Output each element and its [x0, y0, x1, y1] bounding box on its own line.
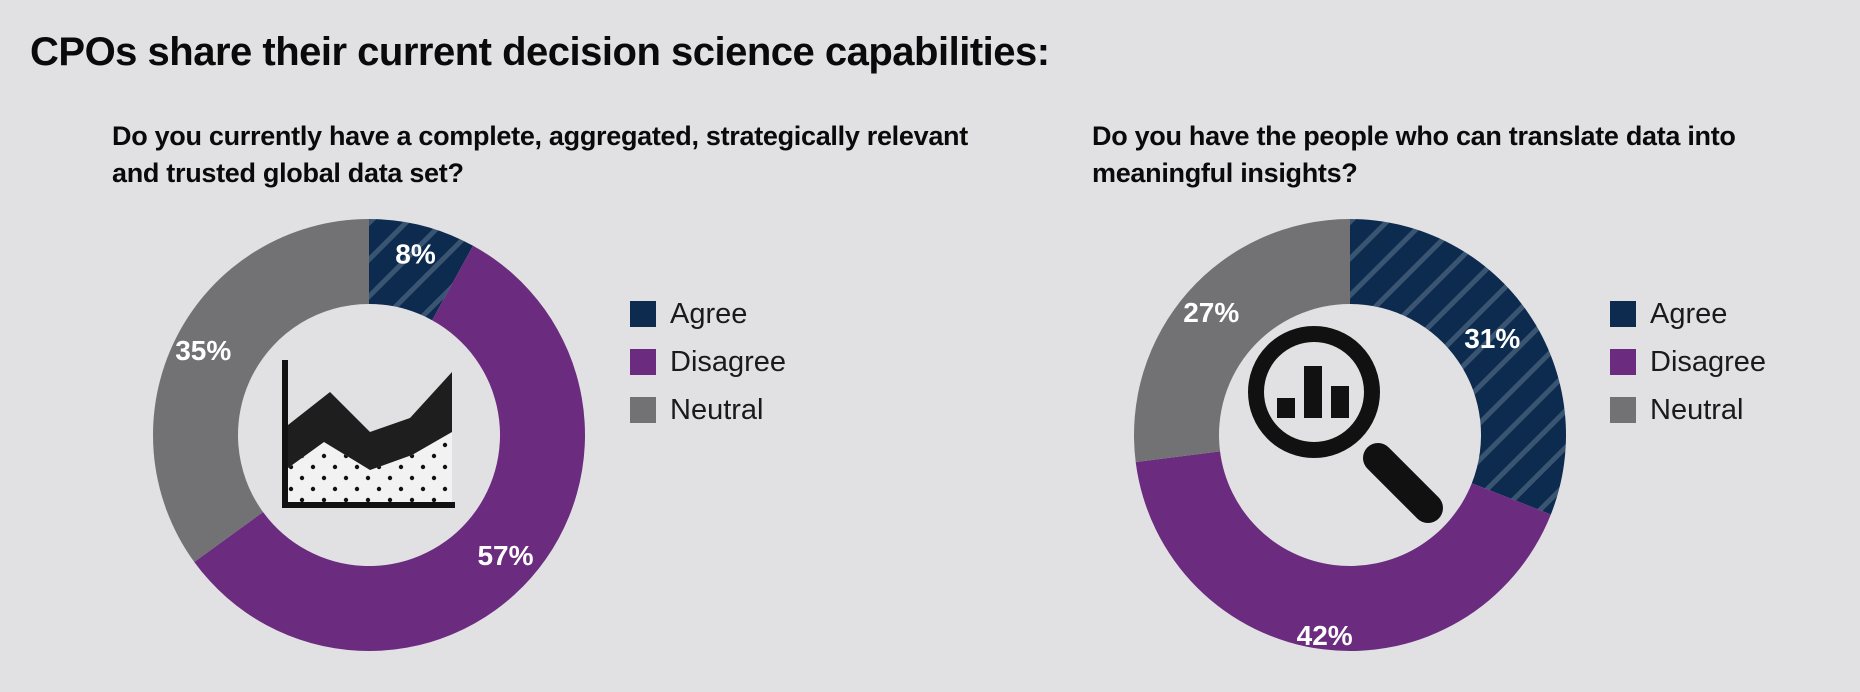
legend-swatch-agree — [1610, 301, 1636, 327]
slice-disagree — [1135, 451, 1551, 651]
donut-chart: 31% 42% 27% — [1134, 219, 1566, 651]
legend-label: Neutral — [1650, 393, 1744, 426]
legend-item-neutral: Neutral — [630, 386, 786, 434]
chart-question: Do you have the people who can translate… — [1092, 121, 1736, 188]
slice-neutral — [153, 219, 369, 562]
slice-agree — [1350, 219, 1566, 515]
legend-item-disagree: Disagree — [630, 338, 786, 386]
magnifier-bar-chart-icon — [1248, 326, 1443, 523]
slice-label-disagree: 42% — [1297, 620, 1353, 651]
legend-item-neutral: Neutral — [1610, 386, 1766, 434]
legend-label: Agree — [670, 297, 748, 330]
slice-label-neutral: 27% — [1183, 297, 1239, 328]
page-title: CPOs share their current decision scienc… — [30, 30, 1050, 74]
legend-swatch-disagree — [630, 349, 656, 375]
chart-legend: Agree Disagree Neutral — [630, 290, 786, 434]
chart-question: Do you currently have a complete, aggreg… — [112, 121, 968, 188]
legend-swatch-neutral — [630, 397, 656, 423]
legend-item-disagree: Disagree — [1610, 338, 1766, 386]
slice-label-agree: 8% — [395, 238, 436, 269]
slice-label-neutral: 35% — [175, 335, 231, 366]
legend-item-agree: Agree — [630, 290, 786, 338]
area-chart-icon — [282, 360, 455, 508]
legend-label: Disagree — [1650, 345, 1767, 378]
slice-disagree — [194, 245, 586, 651]
legend-label: Neutral — [670, 393, 764, 426]
chart-legend: Agree Disagree Neutral — [1610, 290, 1766, 434]
legend-swatch-neutral — [1610, 397, 1636, 423]
legend-label: Disagree — [670, 345, 787, 378]
donut-chart: 8% 57% 35% — [153, 219, 586, 651]
legend-item-agree: Agree — [1610, 290, 1766, 338]
slice-label-agree: 31% — [1464, 323, 1520, 354]
slice-agree — [369, 219, 474, 321]
slice-label-disagree: 57% — [477, 540, 533, 571]
legend-swatch-disagree — [1610, 349, 1636, 375]
legend-swatch-agree — [630, 301, 656, 327]
legend-label: Agree — [1650, 297, 1728, 330]
slice-neutral — [1134, 219, 1350, 463]
